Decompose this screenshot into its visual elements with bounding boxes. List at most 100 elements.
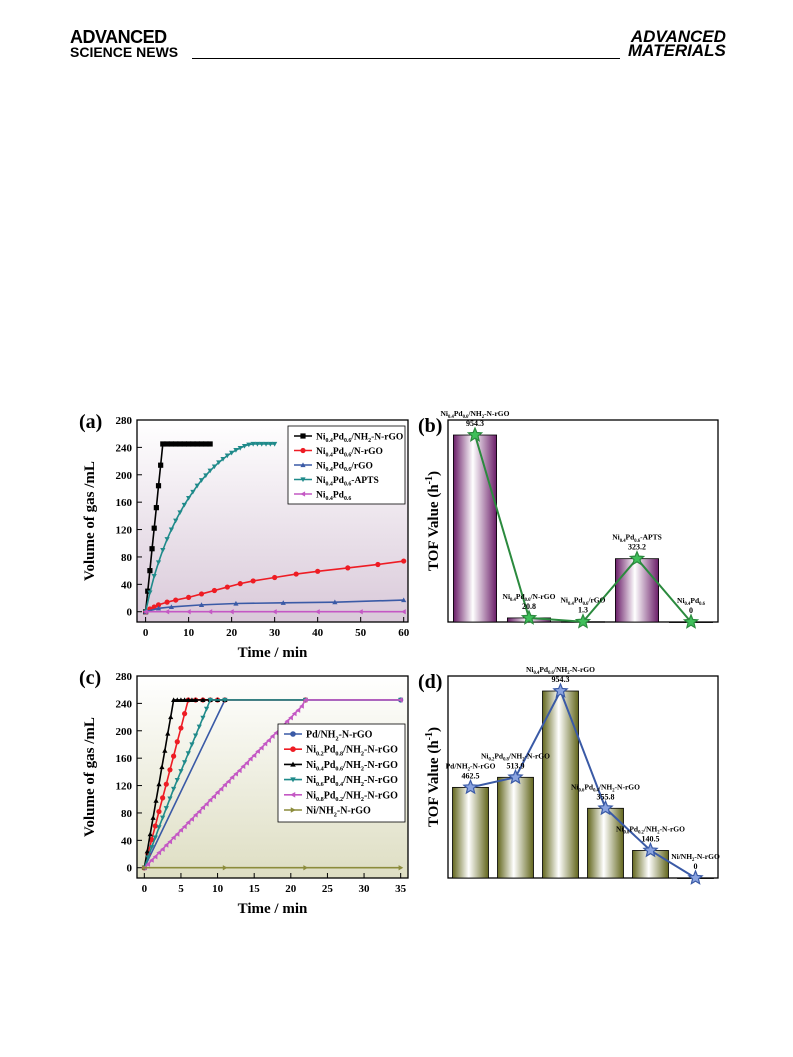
- star-marker: [520, 609, 538, 625]
- legend-box: [277, 723, 406, 823]
- x-tick-label: 5: [178, 883, 184, 895]
- bar-panel-b: (b) TOF Value (h-1) Ni0.4Pd0.6/NH2-N-rGO95…: [418, 409, 719, 629]
- series: [143, 441, 278, 615]
- data-point: [163, 842, 169, 848]
- data-point: [152, 823, 158, 829]
- data-point: [198, 441, 205, 447]
- legend-marker: [300, 433, 306, 439]
- data-point: [211, 587, 218, 594]
- data-point: [163, 806, 169, 811]
- data-point: [185, 697, 191, 703]
- legend-entry: Ni0.4Pd0.6/rGO: [316, 461, 373, 473]
- data-point: [299, 703, 304, 709]
- y-tick-label: 0: [127, 607, 133, 619]
- data-point: [153, 505, 159, 511]
- data-point: [196, 724, 202, 730]
- bar: [497, 776, 534, 879]
- data-point: [211, 793, 216, 800]
- data-point: [159, 764, 165, 770]
- data-point: [186, 441, 192, 447]
- data-point: [247, 756, 253, 762]
- series: [143, 609, 406, 615]
- data-point: [174, 778, 180, 783]
- bar: [452, 434, 497, 623]
- data-point: [160, 815, 166, 821]
- data-point: [192, 812, 198, 818]
- x-tick-label: 60: [398, 627, 410, 639]
- data-point: [162, 748, 168, 753]
- star-marker: [682, 613, 700, 629]
- data-point: [222, 865, 228, 871]
- data-point: [222, 782, 227, 788]
- legend-entry: Ni0.4Pd0.6: [316, 490, 351, 502]
- x-tick-label: 10: [183, 627, 195, 639]
- bar-value-label: 954.3: [552, 675, 570, 684]
- bar-category-label: Ni0.2Pd0.8/NH2-N-rGO: [481, 751, 550, 762]
- data-point: [291, 711, 297, 717]
- data-point: [224, 453, 230, 459]
- panel-label: (a): [79, 411, 102, 433]
- bar-value-label: 323.2: [628, 543, 646, 552]
- data-point: [149, 546, 155, 552]
- data-point: [189, 742, 195, 748]
- star-marker: [628, 550, 646, 566]
- panel-label: (c): [79, 667, 101, 689]
- bar-value-label: 954.3: [466, 419, 484, 428]
- data-point: [155, 483, 162, 489]
- data-point: [168, 604, 175, 610]
- y-tick-label: 240: [116, 698, 133, 710]
- data-point: [224, 584, 230, 590]
- y-tick-label: 40: [121, 835, 133, 847]
- data-point: [143, 609, 148, 615]
- data-point: [192, 697, 199, 703]
- data-point: [174, 831, 180, 837]
- data-point: [160, 846, 165, 852]
- y-tick-label: 40: [121, 579, 133, 591]
- x-tick-label: 20: [226, 627, 238, 639]
- data-point: [194, 441, 200, 447]
- data-point: [267, 441, 273, 447]
- data-point: [167, 767, 173, 773]
- y-tick-label: 280: [116, 415, 133, 427]
- data-point: [173, 597, 179, 603]
- bar-value-label: 462.5: [462, 771, 480, 780]
- data-point: [171, 753, 177, 759]
- x-tick-label: 30: [269, 627, 281, 639]
- data-point: [149, 837, 155, 843]
- x-tick-label: 0: [142, 883, 148, 895]
- data-point: [293, 571, 299, 577]
- data-point: [262, 741, 268, 747]
- data-point: [237, 445, 243, 451]
- y-tick-label: 0: [127, 863, 133, 875]
- star-marker: [687, 869, 704, 885]
- data-point: [151, 604, 157, 610]
- data-point: [258, 745, 264, 751]
- bar-panel-d: (d) TOF Value (h-1) Pd/NH2-N-rGO462.5Ni0.2…: [418, 665, 720, 885]
- y-axis-label: Volume of gas /mL: [82, 461, 98, 581]
- series: [143, 597, 407, 614]
- data-point: [167, 796, 173, 802]
- y-tick-label: 160: [116, 497, 133, 509]
- data-point: [259, 441, 265, 447]
- data-point: [178, 697, 184, 703]
- masthead-advanced-right: ADVANCED: [630, 27, 726, 46]
- data-point: [189, 816, 195, 822]
- data-point: [182, 824, 187, 830]
- star-marker: [507, 768, 524, 785]
- data-point: [185, 819, 191, 826]
- data-point: [237, 581, 243, 587]
- data-point: [153, 798, 159, 803]
- bar-value-label: 140.5: [642, 834, 660, 843]
- bar-value-label: 513.9: [507, 761, 525, 770]
- data-point: [214, 789, 220, 796]
- data-point: [207, 468, 213, 474]
- data-point: [229, 609, 234, 615]
- legend-marker: [290, 777, 296, 783]
- bar-value-label: 20.8: [522, 602, 536, 611]
- data-point: [218, 786, 224, 792]
- x-tick-label: 30: [359, 883, 371, 895]
- data-point: [233, 448, 239, 453]
- data-point: [160, 548, 166, 553]
- data-point: [160, 795, 166, 801]
